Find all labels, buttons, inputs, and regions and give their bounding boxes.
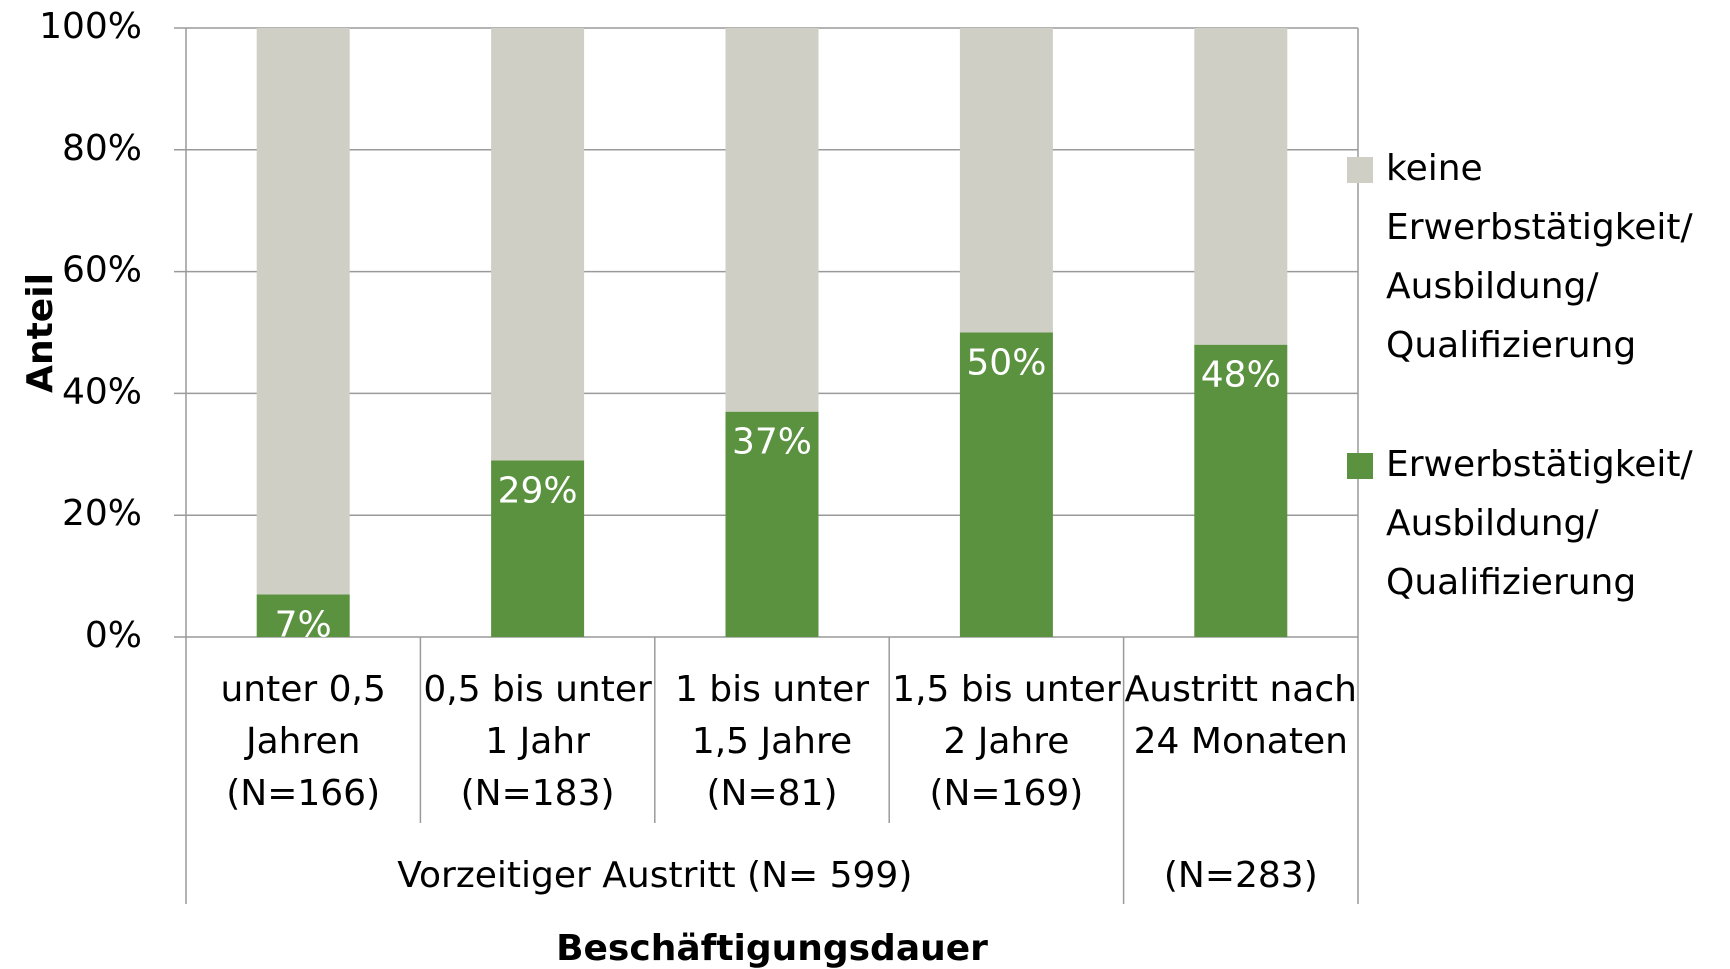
bar-segment [1194,344,1288,637]
x-tick-label: 1 Jahr [485,721,590,762]
x-tick-label: unter 0,5 [220,669,385,710]
legend-line: Ausbildung/ [1386,503,1599,544]
legend-swatch [1347,157,1373,183]
y-tick-label: 60% [62,250,142,291]
x-tick-label: 24 Monaten [1134,721,1348,762]
x-tick-label: 1,5 bis unter [892,669,1121,710]
data-label: 7% [275,604,332,645]
x-tick-label: (N=81) [707,773,838,814]
data-label: 50% [966,343,1046,384]
y-tick-label: 40% [62,371,142,412]
y-axis-title: Anteil [20,273,61,393]
bar-segment [1194,28,1288,345]
x-tick-label: Jahren [244,721,360,762]
y-tick-label: 0% [85,615,142,656]
x-tick-label: 2 Jahre [943,721,1069,762]
bar-segment [959,332,1053,637]
bar-segment [491,28,585,461]
legend-label: keine Erwerbstätigkeit/Ausbildung/Qualifi… [1386,148,1694,366]
data-label: 37% [732,422,812,463]
x-tick-label: 0,5 bis unter [423,669,652,710]
legend-line: Erwerbstätigkeit/ [1386,444,1694,485]
x-tick-label: 1 bis unter [675,669,869,710]
x-tick-label: (N=166) [226,773,380,814]
legend-swatch [1347,453,1373,479]
x-tick-label: Austritt nach [1125,669,1357,710]
bar-segment [725,411,819,637]
bar-segment [725,28,819,412]
y-tick-label: 80% [62,128,142,169]
legend-line: Qualifizierung [1386,325,1636,366]
legend-line: keine [1386,148,1483,189]
x-tick-label: (N=183) [461,773,615,814]
bar-segment [491,460,585,637]
bar-segment [256,594,350,637]
data-label: 48% [1201,355,1281,396]
x-tick-label: (N=169) [929,773,1083,814]
data-label: 29% [498,470,578,511]
group-label: (N=283) [1164,855,1318,896]
legend-line: Ausbildung/ [1386,266,1599,307]
bar-segment [256,28,350,595]
y-tick-label: 20% [62,493,142,534]
x-tick-label: 1,5 Jahre [692,721,852,762]
bar-segment [959,28,1053,333]
legend-line: Erwerbstätigkeit/ [1386,207,1694,248]
legend-label: Erwerbstätigkeit/Ausbildung/Qualifizieru… [1386,444,1694,603]
y-tick-label: 100% [39,6,142,47]
x-axis-title: Beschäftigungsdauer [556,928,988,969]
group-label: Vorzeitiger Austritt (N= 599) [397,855,912,896]
legend-line: Qualifizierung [1386,562,1636,603]
